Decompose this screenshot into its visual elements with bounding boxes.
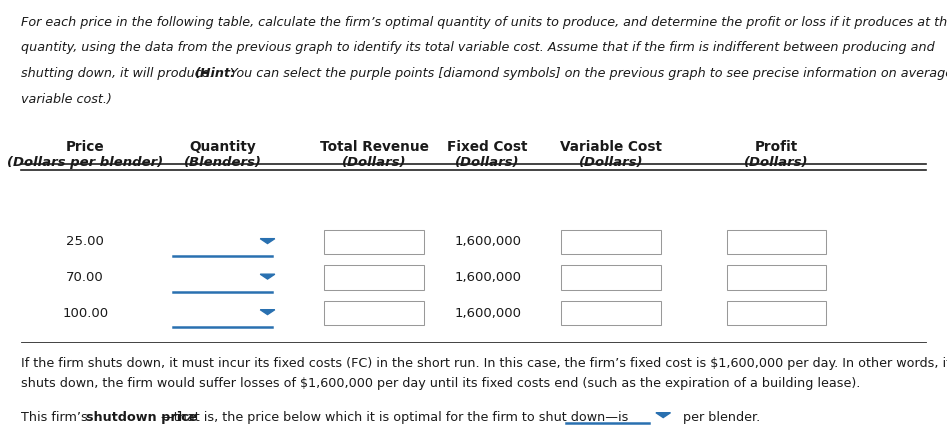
- Text: per blender.: per blender.: [679, 411, 760, 424]
- Text: If the firm shuts down, it must incur its fixed costs (FC) in the short run. In : If the firm shuts down, it must incur it…: [21, 357, 947, 370]
- Text: (Hint:: (Hint:: [194, 67, 235, 80]
- Bar: [727, 301, 826, 325]
- Bar: [325, 265, 424, 290]
- Text: This firm’s: This firm’s: [21, 411, 92, 424]
- Text: 100.00: 100.00: [63, 306, 108, 320]
- Text: (Dollars): (Dollars): [342, 156, 406, 169]
- Polygon shape: [260, 310, 275, 314]
- Bar: [325, 230, 424, 254]
- Text: For each price in the following table, calculate the firm’s optimal quantity of : For each price in the following table, c…: [21, 16, 947, 28]
- Text: Variable Cost: Variable Cost: [560, 140, 662, 154]
- Bar: [561, 265, 661, 290]
- Text: (Dollars): (Dollars): [456, 156, 520, 169]
- Text: (Dollars): (Dollars): [744, 156, 809, 169]
- Text: (Dollars per blender): (Dollars per blender): [8, 156, 163, 169]
- Text: 25.00: 25.00: [66, 235, 104, 249]
- Polygon shape: [656, 413, 670, 417]
- Text: 1,600,000: 1,600,000: [455, 235, 521, 249]
- Polygon shape: [260, 274, 275, 279]
- Bar: [561, 230, 661, 254]
- Text: 70.00: 70.00: [66, 271, 104, 284]
- Text: shutting down, it will produce.: shutting down, it will produce.: [21, 67, 218, 80]
- Bar: [727, 230, 826, 254]
- Text: quantity, using the data from the previous graph to identify its total variable : quantity, using the data from the previo…: [21, 41, 935, 54]
- Text: (Dollars): (Dollars): [579, 156, 643, 169]
- Bar: [561, 301, 661, 325]
- Text: Fixed Cost: Fixed Cost: [447, 140, 528, 154]
- Text: Total Revenue: Total Revenue: [320, 140, 428, 154]
- Text: (Blenders): (Blenders): [184, 156, 261, 169]
- Text: shuts down, the firm would suffer losses of $1,600,000 per day until its fixed c: shuts down, the firm would suffer losses…: [21, 377, 860, 390]
- Text: 1,600,000: 1,600,000: [455, 306, 521, 320]
- Text: shutdown price: shutdown price: [85, 411, 197, 424]
- Text: You can select the purple points [diamond symbols] on the previous graph to see : You can select the purple points [diamon…: [226, 67, 947, 80]
- Text: variable cost.): variable cost.): [21, 93, 112, 106]
- Bar: [325, 301, 424, 325]
- Text: Quantity: Quantity: [189, 140, 256, 154]
- Text: Price: Price: [66, 140, 104, 154]
- Polygon shape: [260, 239, 275, 243]
- Text: 1,600,000: 1,600,000: [455, 271, 521, 284]
- Bar: [727, 265, 826, 290]
- Text: Profit: Profit: [755, 140, 798, 154]
- Text: —that is, the price below which it is optimal for the firm to shut down—is: —that is, the price below which it is op…: [161, 411, 629, 424]
